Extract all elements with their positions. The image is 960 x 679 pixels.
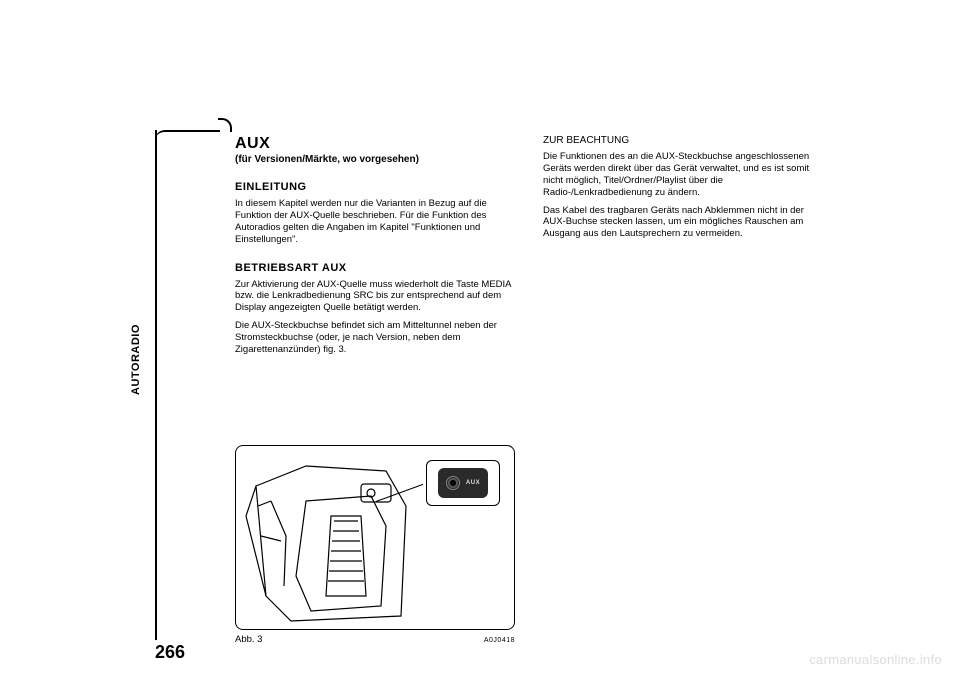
section-label: AUTORADIO bbox=[130, 324, 142, 395]
column-left: AUX (für Versionen/Märkte, wo vorgesehen… bbox=[235, 135, 515, 356]
margin-tab-curve-end bbox=[218, 118, 232, 132]
figure-box: AUX bbox=[235, 445, 515, 630]
aux-callout: AUX bbox=[426, 460, 500, 506]
page: AUTORADIO 266 AUX (für Versionen/Märkte,… bbox=[0, 0, 960, 679]
aux-label: AUX bbox=[466, 480, 480, 486]
paragraph: Die Funktionen des an die AUX-Steckbuchs… bbox=[543, 151, 823, 199]
aux-socket-plate: AUX bbox=[438, 468, 488, 498]
paragraph: Die AUX-Steckbuchse befindet sich am Mit… bbox=[235, 320, 515, 356]
margin-rule bbox=[155, 130, 157, 640]
paragraph: Zur Aktivierung der AUX-Quelle muss wied… bbox=[235, 279, 515, 315]
heading-aux: AUX bbox=[235, 135, 515, 153]
heading-einleitung: EINLEITUNG bbox=[235, 181, 515, 193]
aux-jack-icon bbox=[446, 476, 460, 490]
content-columns: AUX (für Versionen/Märkte, wo vorgesehen… bbox=[235, 135, 825, 356]
column-right: ZUR BEACHTUNG Die Funktionen des an die … bbox=[543, 135, 823, 356]
heading-subtitle: (für Versionen/Märkte, wo vorgesehen) bbox=[235, 154, 515, 165]
heading-zur-beachtung: ZUR BEACHTUNG bbox=[543, 135, 823, 146]
paragraph: In diesem Kapitel werden nur die Variant… bbox=[235, 198, 515, 246]
figure-3: AUX Abb. 3 A0J0418 bbox=[235, 445, 515, 645]
figure-caption: Abb. 3 A0J0418 bbox=[235, 634, 515, 645]
watermark: carmanualsonline.info bbox=[809, 652, 942, 667]
figure-label: Abb. 3 bbox=[235, 634, 262, 645]
figure-code: A0J0418 bbox=[484, 637, 515, 644]
heading-betriebsart: BETRIEBSART AUX bbox=[235, 262, 515, 274]
margin-tab-curve bbox=[155, 130, 220, 144]
page-number: 266 bbox=[155, 642, 185, 663]
paragraph: Das Kabel des tragbaren Geräts nach Abkl… bbox=[543, 205, 823, 241]
